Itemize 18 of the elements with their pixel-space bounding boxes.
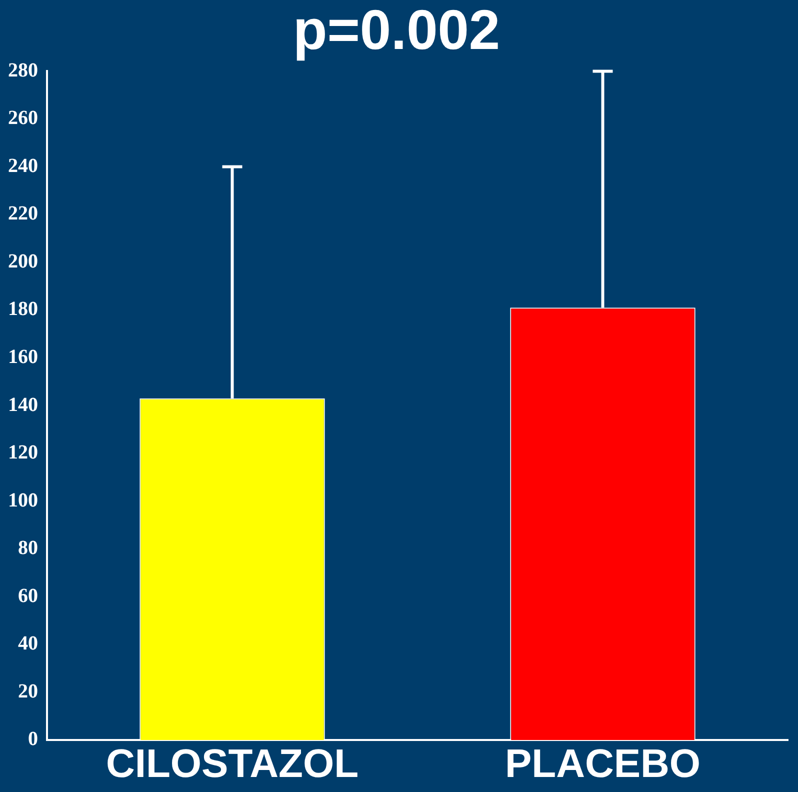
y-tick-label: 220 <box>8 202 38 225</box>
y-tick-label: 240 <box>8 154 38 177</box>
y-tick-label: 100 <box>8 489 38 512</box>
y-tick-label: 140 <box>8 394 38 416</box>
y-tick-label: 180 <box>8 298 38 320</box>
y-tick-label: 260 <box>8 107 38 130</box>
y-tick-label: 0 <box>28 728 38 750</box>
y-tick-label: 40 <box>18 632 38 655</box>
y-tick-label: 120 <box>8 442 38 464</box>
y-tick-label: 20 <box>18 680 38 702</box>
y-tick-label: 60 <box>18 584 38 607</box>
y-tick-label: 280 <box>8 59 38 82</box>
y-tick-label: 160 <box>8 346 38 368</box>
y-tick-label: 80 <box>18 537 38 560</box>
x-tick-label: PLACEBO <box>504 742 701 786</box>
chart-title: p=0.002 <box>292 0 500 62</box>
x-tick-label: CILOSTAZOL <box>106 742 359 786</box>
y-tick-label: 200 <box>8 250 38 272</box>
